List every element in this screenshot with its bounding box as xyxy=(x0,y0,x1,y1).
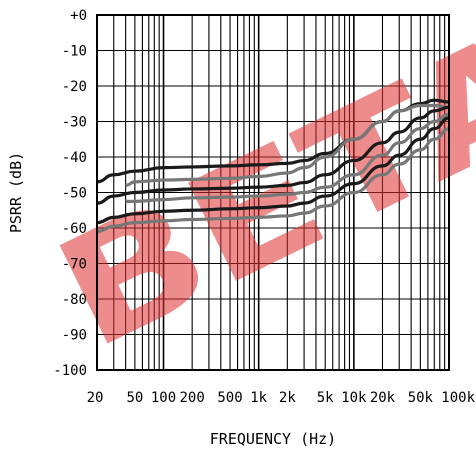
y-tick-label: -20 xyxy=(62,79,87,95)
x-tick-label: 100k xyxy=(441,390,475,406)
y-tick-label: -90 xyxy=(62,328,87,344)
x-axis-label: FREQUENCY (Hz) xyxy=(210,430,336,448)
y-tick-label: -60 xyxy=(62,221,87,237)
x-tick-label: 50k xyxy=(408,390,434,406)
y-axis-label: PSRR (dB) xyxy=(7,152,25,233)
y-tick-label: -50 xyxy=(62,186,87,202)
x-tick-label: 500 xyxy=(217,390,242,406)
x-tick-label: 2k xyxy=(279,390,296,406)
y-tick-label: -10 xyxy=(62,44,87,60)
watermark: BETA xyxy=(31,0,476,384)
y-tick-label: -40 xyxy=(62,150,87,166)
x-tick-label: 10k xyxy=(341,390,367,406)
y-tick-label: -80 xyxy=(62,292,87,308)
y-tick-label: +0 xyxy=(70,8,87,24)
x-tick-label: 100 xyxy=(151,390,176,406)
x-tick-labels: 20 50 100 200 500 1k 2k 5k 10k 20k 50k 100k xyxy=(87,390,476,406)
x-tick-label: 5k xyxy=(317,390,334,406)
x-tick-label: 20k xyxy=(370,390,396,406)
y-tick-label: -100 xyxy=(53,363,87,379)
y-tick-label: -70 xyxy=(62,257,87,273)
x-tick-label: 20 xyxy=(87,390,104,406)
x-tick-label: 200 xyxy=(180,390,205,406)
y-tick-label: -30 xyxy=(62,115,87,131)
x-tick-label: 50 xyxy=(126,390,143,406)
x-tick-label: 1k xyxy=(250,390,267,406)
watermark-text: BETA xyxy=(31,0,476,384)
